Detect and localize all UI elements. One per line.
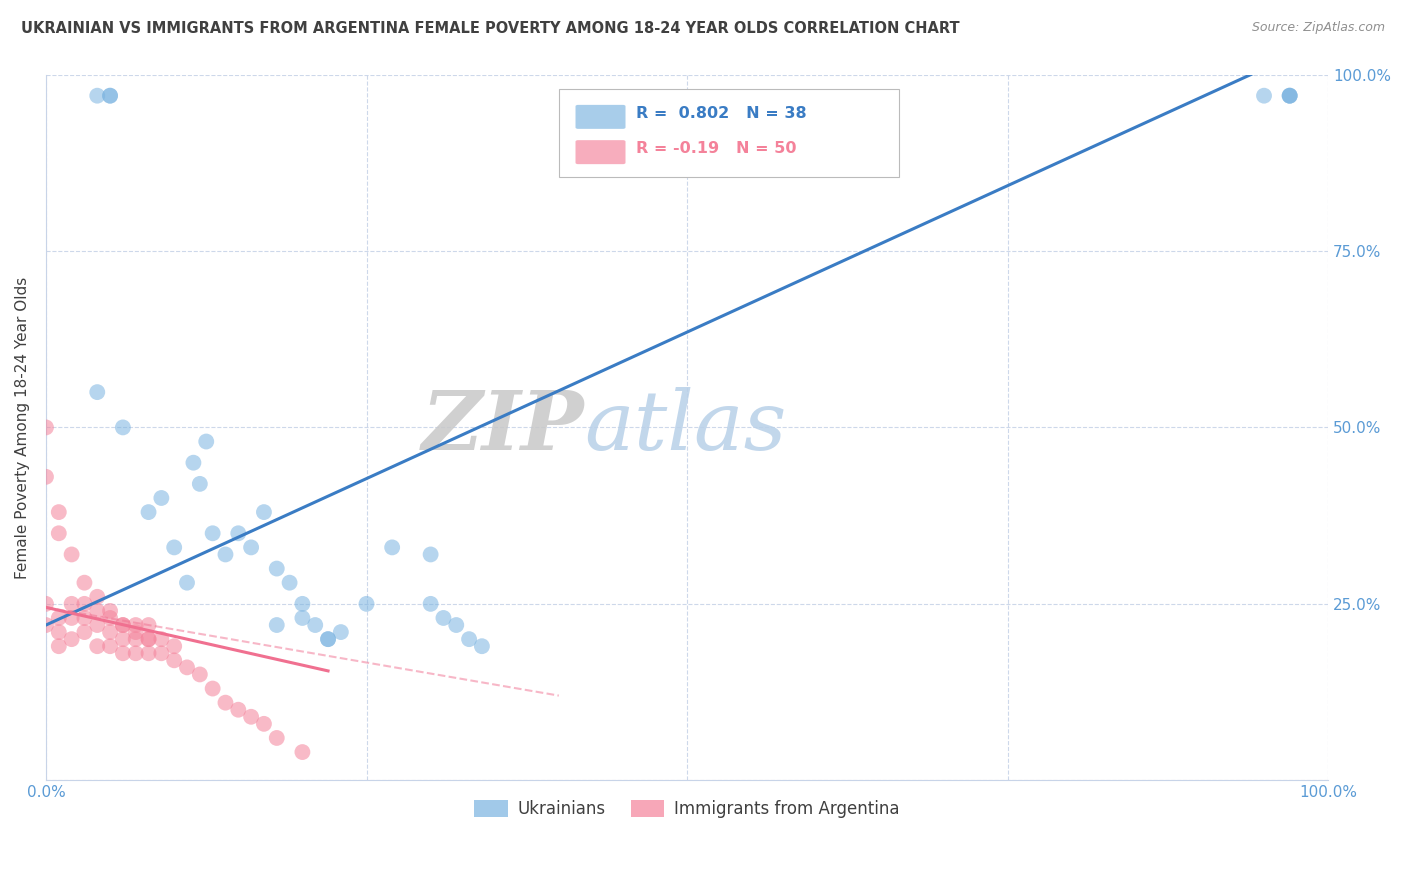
Point xyxy=(48,639,70,653)
Point xyxy=(111,632,134,647)
Point xyxy=(98,88,121,103)
Point xyxy=(86,639,108,653)
Point xyxy=(446,618,468,632)
Point xyxy=(1278,88,1301,103)
Point xyxy=(98,611,121,625)
Point xyxy=(86,604,108,618)
Point xyxy=(163,639,186,653)
Point xyxy=(35,420,58,434)
Point xyxy=(73,597,96,611)
Point xyxy=(48,505,70,519)
Point xyxy=(278,575,301,590)
Point xyxy=(240,541,263,555)
Point xyxy=(266,618,288,632)
Text: ZIP: ZIP xyxy=(422,387,585,467)
Point xyxy=(419,548,441,562)
Point xyxy=(73,611,96,625)
Point xyxy=(35,618,58,632)
Point xyxy=(1278,88,1301,103)
Text: atlas: atlas xyxy=(585,387,787,467)
Point xyxy=(86,590,108,604)
FancyBboxPatch shape xyxy=(558,88,898,177)
Point xyxy=(1253,88,1275,103)
Point xyxy=(86,385,108,400)
Point xyxy=(138,632,160,647)
Point xyxy=(291,597,314,611)
Point xyxy=(60,611,83,625)
Point xyxy=(226,526,249,541)
Point xyxy=(291,745,314,759)
Point xyxy=(73,575,96,590)
Point xyxy=(316,632,339,647)
Point xyxy=(86,88,108,103)
Point xyxy=(111,646,134,660)
Point xyxy=(125,618,148,632)
Point xyxy=(138,618,160,632)
Text: R =  0.802   N = 38: R = 0.802 N = 38 xyxy=(636,106,807,120)
Point xyxy=(125,646,148,660)
Point xyxy=(381,541,404,555)
Point xyxy=(125,625,148,640)
Point xyxy=(253,716,276,731)
Point xyxy=(125,632,148,647)
Point xyxy=(35,470,58,484)
Point xyxy=(138,646,160,660)
Point xyxy=(183,456,205,470)
Point xyxy=(98,625,121,640)
Point xyxy=(60,548,83,562)
Point xyxy=(240,710,263,724)
Point xyxy=(150,491,173,505)
Point xyxy=(1278,88,1301,103)
Point xyxy=(150,632,173,647)
Point xyxy=(111,618,134,632)
Point xyxy=(432,611,454,625)
Point xyxy=(316,632,339,647)
Point xyxy=(304,618,326,632)
Y-axis label: Female Poverty Among 18-24 Year Olds: Female Poverty Among 18-24 Year Olds xyxy=(15,277,30,579)
Point xyxy=(163,653,186,667)
Point xyxy=(329,625,352,640)
Point xyxy=(266,731,288,745)
Point xyxy=(111,420,134,434)
Point xyxy=(201,526,224,541)
Text: R = -0.19   N = 50: R = -0.19 N = 50 xyxy=(636,141,796,156)
Point xyxy=(201,681,224,696)
Point xyxy=(188,667,211,681)
Point xyxy=(98,88,121,103)
Point xyxy=(73,625,96,640)
Point xyxy=(98,604,121,618)
FancyBboxPatch shape xyxy=(575,140,626,164)
Point xyxy=(138,632,160,647)
Text: UKRAINIAN VS IMMIGRANTS FROM ARGENTINA FEMALE POVERTY AMONG 18-24 YEAR OLDS CORR: UKRAINIAN VS IMMIGRANTS FROM ARGENTINA F… xyxy=(21,21,960,36)
Point xyxy=(188,476,211,491)
Point xyxy=(291,611,314,625)
Point xyxy=(86,618,108,632)
Point xyxy=(214,696,236,710)
Point xyxy=(60,632,83,647)
Point xyxy=(266,561,288,575)
Text: Source: ZipAtlas.com: Source: ZipAtlas.com xyxy=(1251,21,1385,34)
Point xyxy=(138,505,160,519)
Point xyxy=(176,660,198,674)
Point xyxy=(214,548,236,562)
Point xyxy=(356,597,378,611)
Point xyxy=(163,541,186,555)
FancyBboxPatch shape xyxy=(575,105,626,128)
Point xyxy=(60,597,83,611)
Point xyxy=(48,625,70,640)
Point xyxy=(98,639,121,653)
Point xyxy=(195,434,218,449)
Legend: Ukrainians, Immigrants from Argentina: Ukrainians, Immigrants from Argentina xyxy=(468,793,907,825)
Point xyxy=(111,618,134,632)
Point xyxy=(150,646,173,660)
Point xyxy=(471,639,494,653)
Point xyxy=(35,597,58,611)
Point xyxy=(48,526,70,541)
Point xyxy=(226,703,249,717)
Point xyxy=(458,632,481,647)
Point xyxy=(419,597,441,611)
Point xyxy=(48,611,70,625)
Point xyxy=(253,505,276,519)
Point xyxy=(176,575,198,590)
